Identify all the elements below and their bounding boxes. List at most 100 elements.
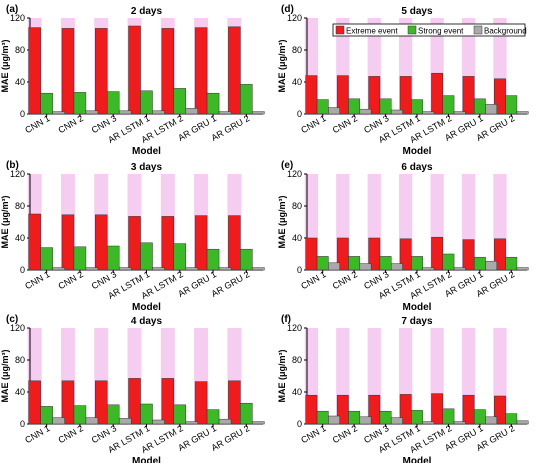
- x-tick-label: CNN 2: [57, 113, 85, 135]
- bar-strong-event: [106, 91, 120, 115]
- bar-background: [328, 262, 340, 271]
- bar-strong-event: [73, 405, 87, 425]
- panel-label: (d): [281, 4, 294, 15]
- bar-extreme-event: [61, 28, 75, 115]
- bar-background: [390, 109, 403, 115]
- bar-extreme-event: [305, 75, 318, 115]
- bar-extreme-event: [462, 239, 475, 271]
- bar-background: [252, 267, 265, 271]
- bar-strong-event: [40, 406, 53, 425]
- legend-swatch: [335, 25, 345, 35]
- bar-extreme-event: [94, 380, 108, 425]
- bar-extreme-event: [462, 76, 475, 115]
- bar-extreme-event: [228, 215, 241, 271]
- bar-extreme-event: [399, 238, 412, 271]
- bar-strong-event: [173, 88, 187, 115]
- y-tick-label: 0: [297, 419, 302, 429]
- bar-strong-event: [442, 253, 455, 271]
- panel-title: 7 days: [401, 316, 433, 327]
- bar-extreme-event: [305, 237, 318, 271]
- bar-strong-event: [316, 410, 329, 425]
- bar-extreme-event: [61, 214, 75, 271]
- bar-background: [85, 417, 99, 425]
- bar-background: [453, 267, 466, 271]
- x-axis-label: Model: [132, 146, 161, 157]
- x-tick-label: AR GRU 2: [210, 113, 252, 143]
- bar-extreme-event: [399, 394, 412, 425]
- bar-extreme-event: [128, 378, 141, 425]
- bar-background: [453, 111, 466, 115]
- y-tick-label: 80: [15, 45, 25, 55]
- panel-label: (e): [281, 160, 293, 171]
- bar-background: [390, 417, 403, 425]
- bar-extreme-event: [368, 237, 381, 271]
- bar-extreme-event: [462, 394, 475, 425]
- bar-background: [152, 267, 165, 271]
- bar-strong-event: [106, 404, 120, 425]
- bar-strong-event: [348, 410, 361, 425]
- x-tick-label: CNN 2: [57, 423, 85, 445]
- bar-extreme-event: [61, 380, 75, 425]
- x-tick-label: CNN 1: [299, 269, 327, 291]
- bar-background: [118, 418, 132, 425]
- legend-swatch: [473, 25, 483, 35]
- bar-strong-event: [379, 410, 392, 425]
- bar-background: [52, 417, 65, 425]
- bar-extreme-event: [368, 394, 381, 425]
- bar-extreme-event: [336, 75, 349, 115]
- bar-strong-event: [140, 90, 153, 115]
- bar-background: [252, 111, 265, 115]
- y-tick-label: 120: [287, 169, 302, 179]
- x-axis-label: Model: [403, 302, 432, 313]
- bar-background: [453, 421, 466, 425]
- x-tick-label: AR GRU 2: [210, 423, 252, 453]
- bar-extreme-event: [336, 394, 349, 425]
- panel-label: (c): [6, 314, 18, 325]
- y-tick-label: 0: [20, 419, 25, 429]
- y-tick-label: 0: [20, 109, 25, 119]
- bar-strong-event: [411, 256, 423, 271]
- bar-strong-event: [240, 402, 253, 425]
- bar-extreme-event: [228, 380, 241, 425]
- bar-background: [516, 111, 529, 115]
- x-axis-label: Model: [403, 456, 432, 463]
- y-tick-label: 0: [20, 265, 25, 275]
- x-tick-label: CNN 2: [331, 113, 359, 135]
- bar-strong-event: [206, 92, 220, 115]
- bar-strong-event: [411, 410, 423, 425]
- x-tick-label: CNN 2: [331, 269, 359, 291]
- y-tick-label: 0: [297, 265, 302, 275]
- bar-extreme-event: [431, 393, 444, 425]
- legend-label: Background: [484, 27, 527, 36]
- bar-extreme-event: [161, 216, 175, 271]
- panel-label: (f): [281, 314, 291, 325]
- panel-title: 6 days: [401, 162, 433, 173]
- bar-extreme-event: [161, 378, 175, 425]
- bar-background: [516, 420, 529, 425]
- y-tick-label: 120: [287, 13, 302, 23]
- bar-extreme-event: [28, 27, 41, 115]
- y-axis-label: MAE (μg/m³): [0, 195, 10, 248]
- bar-extreme-event: [228, 26, 241, 115]
- bar-extreme-event: [94, 28, 108, 115]
- bar-strong-event: [316, 256, 329, 271]
- y-axis-label: MAE (μg/m³): [277, 195, 287, 248]
- legend-swatch: [407, 25, 417, 35]
- bar-strong-event: [240, 248, 253, 271]
- y-tick-label: 40: [15, 387, 25, 397]
- bar-extreme-event: [399, 76, 412, 115]
- bar-background: [359, 416, 372, 425]
- bar-strong-event: [348, 98, 361, 115]
- bar-strong-event: [473, 256, 486, 271]
- bar-background: [152, 419, 165, 425]
- bar-background: [328, 107, 340, 115]
- bar-strong-event: [348, 256, 361, 271]
- x-tick-label: AR GRU 2: [210, 269, 252, 299]
- x-tick-label: CNN 1: [299, 113, 327, 135]
- y-axis-label: MAE (μg/m³): [0, 349, 10, 402]
- y-tick-label: 40: [292, 77, 302, 87]
- panel-label: (a): [6, 4, 18, 15]
- y-axis-label: MAE (μg/m³): [277, 39, 287, 92]
